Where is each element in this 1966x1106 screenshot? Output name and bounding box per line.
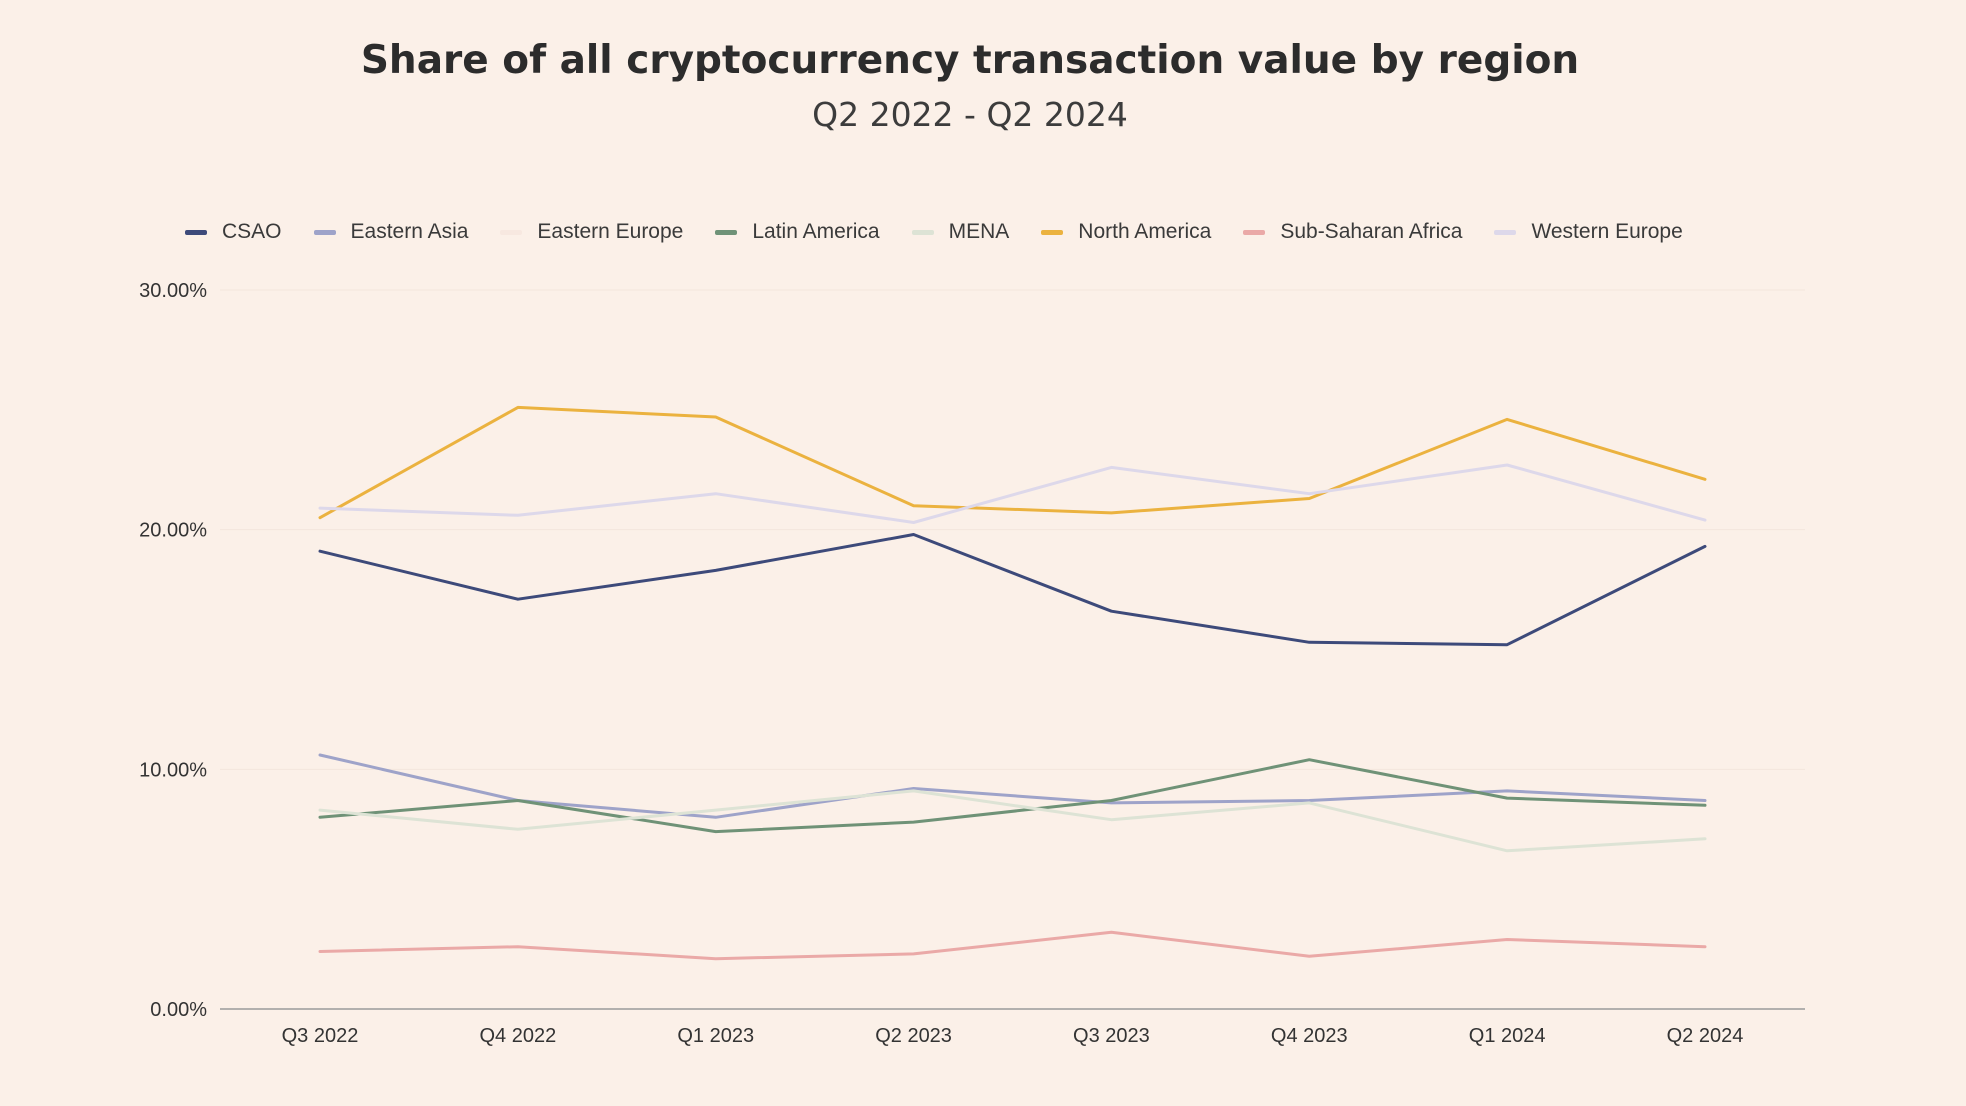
x-tick-label: Q4 2023 [1271, 1025, 1348, 1047]
legend-label: Sub-Saharan Africa [1280, 220, 1463, 243]
x-tick-label: Q3 2022 [282, 1025, 359, 1047]
y-tick-label: 30.00% [139, 280, 207, 302]
x-tick-label: Q2 2024 [1667, 1025, 1744, 1047]
series-line-csao [318, 533, 1707, 647]
chart-title: Share of all cryptocurrency transaction … [360, 38, 1580, 83]
legend-swatch [185, 229, 207, 235]
y-tick-label: 10.00% [139, 759, 207, 781]
legend-item-western-europe[interactable]: Western Europe [1494, 220, 1683, 244]
legend-item-csao[interactable]: CSAO [185, 220, 282, 244]
series-line-latin-america [318, 758, 1707, 834]
x-tick-label: Q4 2022 [479, 1025, 556, 1047]
legend-swatch [715, 229, 738, 235]
legend-item-sub-saharan-africa[interactable]: Sub-Saharan Africa [1243, 220, 1462, 244]
legend-swatch [911, 229, 934, 235]
x-tick-label: Q1 2024 [1469, 1025, 1546, 1047]
legend-swatch [500, 229, 523, 235]
legend-swatch [1243, 229, 1266, 235]
legend-item-eastern-europe[interactable]: Eastern Europe [500, 220, 683, 244]
series-line-north-america [318, 405, 1707, 520]
x-tick-label: Q3 2023 [1073, 1025, 1150, 1047]
legend-label: Eastern Europe [537, 220, 684, 243]
legend-label: Eastern Asia [350, 220, 469, 243]
y-tick-label: 0.00% [150, 999, 207, 1021]
legend-label: Western Europe [1531, 220, 1683, 243]
legend-item-eastern-asia[interactable]: Eastern Asia [313, 220, 469, 244]
x-tick-label: Q2 2023 [875, 1025, 952, 1047]
legend-swatch [1041, 229, 1064, 235]
chart-legend: CSAO Eastern Asia Eastern Europe Latin Amer… [185, 220, 1683, 244]
legend-swatch [313, 229, 336, 235]
x-tick-label: Q1 2023 [677, 1025, 754, 1047]
series-line-eastern-asia [318, 753, 1707, 819]
y-tick-label: 20.00% [139, 520, 207, 542]
legend-label: North America [1078, 220, 1212, 243]
legend-label: Latin America [752, 220, 880, 243]
legend-item-latin-america[interactable]: Latin America [715, 220, 880, 244]
series-line-mena [318, 789, 1707, 853]
chart-subtitle: Q2 2022 - Q2 2024 [812, 95, 1128, 134]
legend-item-mena[interactable]: MENA [911, 220, 1010, 244]
series-line-sub-saharan-africa [318, 930, 1707, 961]
legend-label: MENA [948, 220, 1010, 243]
series-line-western-europe [318, 463, 1707, 524]
legend-item-north-america[interactable]: North America [1041, 220, 1211, 244]
legend-label: CSAO [222, 220, 282, 243]
legend-swatch [1494, 229, 1517, 235]
